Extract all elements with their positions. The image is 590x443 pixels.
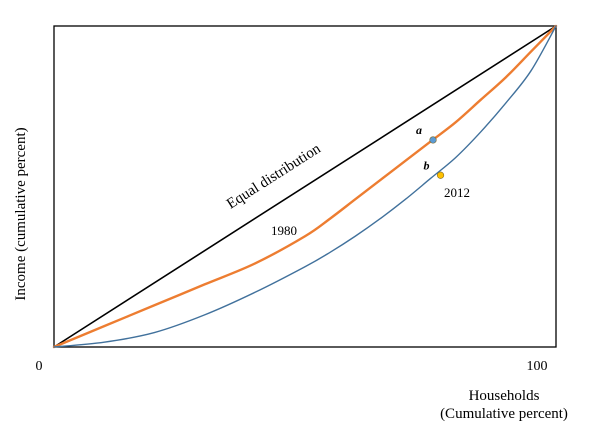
point-label-b: b: [424, 158, 430, 172]
point-marker-a: [429, 136, 437, 144]
x-axis-label-sub: (Cumulative percent): [440, 406, 568, 422]
point-marker-b: [436, 171, 445, 179]
equal-distribution-label: Equal distribution: [224, 141, 324, 213]
x-tick-label-100: 100: [527, 359, 548, 374]
year-2012-label: 2012: [444, 185, 470, 200]
year-1980-label: 1980: [271, 223, 297, 238]
series-line-1980: [52, 24, 558, 349]
y-axis-label: Income (cumulative percent): [13, 127, 29, 300]
plot-frame: [53, 25, 557, 348]
point-label-a: a: [416, 123, 422, 137]
x-axis-label: Households: [469, 388, 540, 404]
series-line-equal-distribution: [53, 25, 557, 348]
series-line-2012: [53, 25, 557, 348]
plot-area: ab: [52, 24, 558, 349]
x-tick-label-0: 0: [36, 359, 43, 374]
